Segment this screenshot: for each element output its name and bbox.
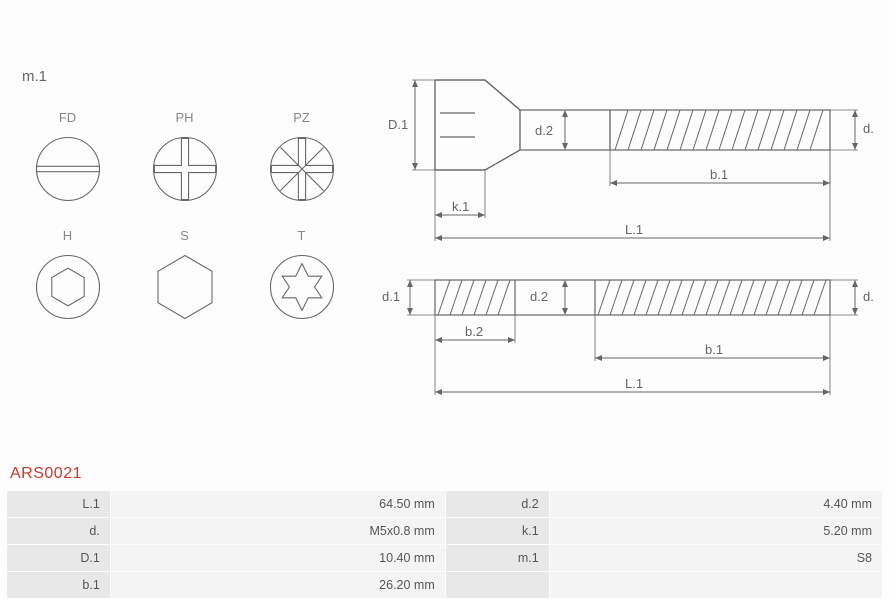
screw-bottom-view: d.1 d.2 d. b.2 b.1 L.1 [382, 280, 874, 395]
dim-b1-top: b.1 [710, 167, 728, 182]
spec-value: 26.20 mm [111, 572, 445, 598]
spec-value: 10.40 mm [111, 545, 445, 571]
table-row: d. M5x0.8 mm k.1 5.20 mm [7, 518, 882, 544]
spec-label: m.1 [446, 545, 549, 571]
spec-value [550, 572, 882, 598]
drive-t-label: T [259, 228, 344, 243]
screw-diagrams: D.1 d.2 d. b.1 k.1 [370, 55, 880, 415]
drive-fd-label: FD [25, 110, 110, 125]
drive-pz: PZ [259, 110, 344, 208]
drive-h-icon [32, 251, 104, 323]
dim-d2-top: d.2 [535, 123, 553, 138]
spec-value: 5.20 mm [550, 518, 882, 544]
drive-fd-icon [32, 133, 104, 205]
spec-label: d. [7, 518, 110, 544]
drive-s: S [142, 228, 227, 326]
table-row: L.1 64.50 mm d.2 4.40 mm [7, 491, 882, 517]
spec-label [446, 572, 549, 598]
screw-top-view: D.1 d.2 d. b.1 k.1 [388, 80, 874, 241]
drive-ph: PH [142, 110, 227, 208]
dim-L1-top: L.1 [625, 222, 643, 237]
dim-k1: k.1 [452, 199, 469, 214]
drive-grid: FD PH PZ H [25, 110, 345, 346]
dim-D1: D.1 [388, 117, 408, 132]
drive-s-label: S [142, 228, 227, 243]
spec-label: D.1 [7, 545, 110, 571]
dim-d1: d.1 [382, 289, 400, 304]
dim-b1-bottom: b.1 [705, 342, 723, 357]
spec-value: S8 [550, 545, 882, 571]
dim-d-top: d. [863, 121, 874, 136]
drive-row-1: FD PH PZ [25, 110, 345, 208]
drive-pz-label: PZ [259, 110, 344, 125]
spec-label: L.1 [7, 491, 110, 517]
spec-label: k.1 [446, 518, 549, 544]
drive-s-icon [149, 251, 221, 323]
spec-value: M5x0.8 mm [111, 518, 445, 544]
drive-ph-icon [149, 133, 221, 205]
spec-label: d.2 [446, 491, 549, 517]
spec-value: 4.40 mm [550, 491, 882, 517]
drive-t: T [259, 228, 344, 326]
dim-b2: b.2 [465, 324, 483, 339]
table-row: b.1 26.20 mm [7, 572, 882, 598]
spec-label: b.1 [7, 572, 110, 598]
table-row: D.1 10.40 mm m.1 S8 [7, 545, 882, 571]
drive-row-2: H S T [25, 228, 345, 326]
dim-L1-bottom: L.1 [625, 376, 643, 391]
drive-h-label: H [25, 228, 110, 243]
dim-d2-bottom: d.2 [530, 289, 548, 304]
section-label: m.1 [22, 68, 47, 85]
drive-t-icon [266, 251, 338, 323]
drive-h: H [25, 228, 110, 326]
spec-value: 64.50 mm [111, 491, 445, 517]
drive-ph-label: PH [142, 110, 227, 125]
drive-pz-icon [266, 133, 338, 205]
part-code: ARS0021 [10, 465, 82, 483]
drive-fd: FD [25, 110, 110, 208]
dim-d-bottom: d. [863, 289, 874, 304]
spec-table: L.1 64.50 mm d.2 4.40 mm d. M5x0.8 mm k.… [6, 490, 883, 599]
